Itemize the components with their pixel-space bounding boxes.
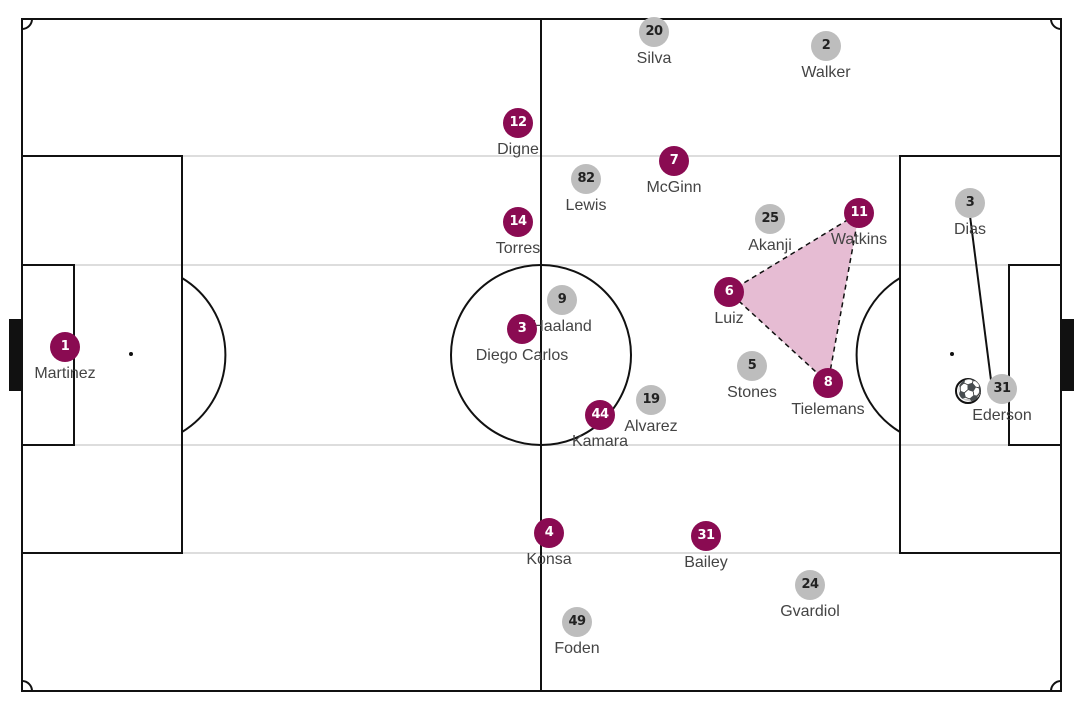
player-name: Haaland: [532, 318, 592, 335]
player-number: 2: [811, 31, 841, 61]
player-number: 49: [562, 607, 592, 637]
player-number: 12: [503, 108, 533, 138]
player-name: Martinez: [34, 365, 96, 382]
player-name: Digne: [497, 141, 539, 158]
player-number: 20: [639, 17, 669, 47]
player-number: 8: [813, 368, 843, 398]
player-name: McGinn: [646, 179, 702, 196]
right-penalty-spot: [950, 352, 954, 356]
right-goal: [1062, 319, 1074, 391]
player-number: 3: [955, 188, 985, 218]
left-penalty-spot: [129, 352, 133, 356]
player-name: Diego Carlos: [475, 347, 569, 364]
player-name: Stones: [727, 384, 777, 401]
player-name: Luiz: [714, 310, 744, 327]
player-number: 44: [585, 400, 615, 430]
player-number: 9: [547, 285, 577, 315]
player-name: Konsa: [526, 551, 572, 568]
player-number: 31: [987, 374, 1017, 404]
player-number: 3: [507, 314, 537, 344]
player-number: 24: [795, 570, 825, 600]
player-number: 82: [571, 164, 601, 194]
player-name: Gvardiol: [780, 603, 840, 620]
player-name: Silva: [636, 50, 672, 67]
player-number: 4: [534, 518, 564, 548]
player-name: Akanji: [748, 237, 792, 254]
player-name: Watkins: [830, 231, 888, 248]
player-number: 6: [714, 277, 744, 307]
player-name: Lewis: [565, 197, 607, 214]
pass-arrow: [964, 205, 993, 389]
passing-triangle: [727, 211, 861, 385]
player-number: 1: [50, 332, 80, 362]
player-name: Bailey: [684, 554, 728, 571]
player-name: Walker: [801, 64, 851, 81]
player-name: Torres: [495, 240, 541, 257]
player-number: 11: [844, 198, 874, 228]
left-goal: [9, 319, 21, 391]
player-number: 14: [503, 207, 533, 237]
player-name: Foden: [554, 640, 600, 657]
player-number: 31: [691, 521, 721, 551]
pitch-markings: [21, 18, 1062, 692]
soccer-ball-icon: ⚽: [955, 378, 982, 404]
player-number: 5: [737, 351, 767, 381]
player-number: 19: [636, 385, 666, 415]
player-number: 7: [659, 146, 689, 176]
player-name: Dias: [953, 221, 986, 238]
player-name: Tielemans: [791, 401, 865, 418]
player-name: Ederson: [972, 407, 1032, 424]
player-name: Kamara: [571, 433, 629, 450]
player-number: 25: [755, 204, 785, 234]
player-name: Alvarez: [624, 418, 678, 435]
